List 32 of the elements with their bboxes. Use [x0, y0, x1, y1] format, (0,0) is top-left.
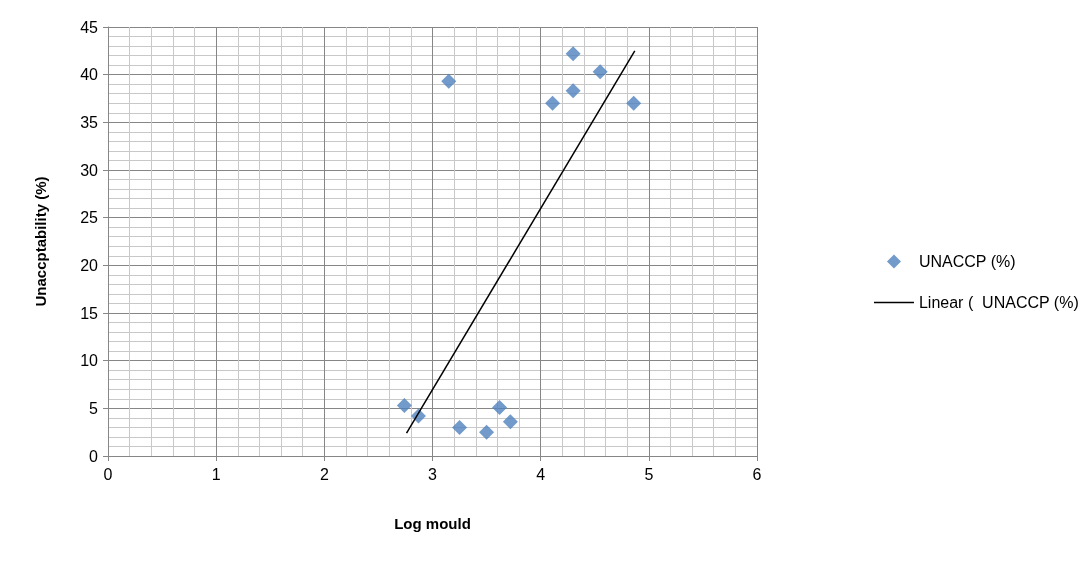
point [626, 95, 642, 111]
legend-label: UNACCP (%) [918, 253, 1016, 270]
y-axis-title: Unaccptability (%) [32, 176, 49, 307]
legend-label: Linear ( UNACCP (%) [918, 294, 1079, 311]
x-tick-label: 6 [752, 465, 762, 483]
x-tick-label: 3 [428, 465, 438, 483]
x-tick-label: 4 [536, 465, 546, 483]
point [545, 95, 561, 111]
y-tick-label: 15 [80, 304, 99, 322]
x-axis-title: Log mould [394, 515, 471, 532]
y-tick-label: 5 [89, 399, 99, 417]
point [452, 419, 468, 435]
y-tick-label: 20 [80, 256, 99, 274]
point [492, 399, 508, 415]
point [565, 46, 581, 62]
point [441, 73, 457, 89]
x-tick-label: 0 [103, 465, 113, 483]
y-tick-label: 45 [80, 18, 99, 36]
x-tick-label: 2 [319, 465, 329, 483]
point [592, 64, 608, 80]
y-tick-label: 10 [80, 352, 99, 370]
point [502, 414, 518, 430]
y-tick-label: 25 [80, 209, 99, 227]
point [479, 424, 495, 440]
x-tick-label: 5 [644, 465, 654, 483]
x-tick-label: 1 [211, 465, 221, 483]
y-tick-label: 40 [80, 66, 99, 84]
point [396, 397, 412, 413]
y-tick-label: 30 [80, 161, 99, 179]
point [565, 83, 581, 99]
y-tick-label: 35 [80, 113, 99, 131]
y-tick-label: 0 [89, 447, 99, 465]
